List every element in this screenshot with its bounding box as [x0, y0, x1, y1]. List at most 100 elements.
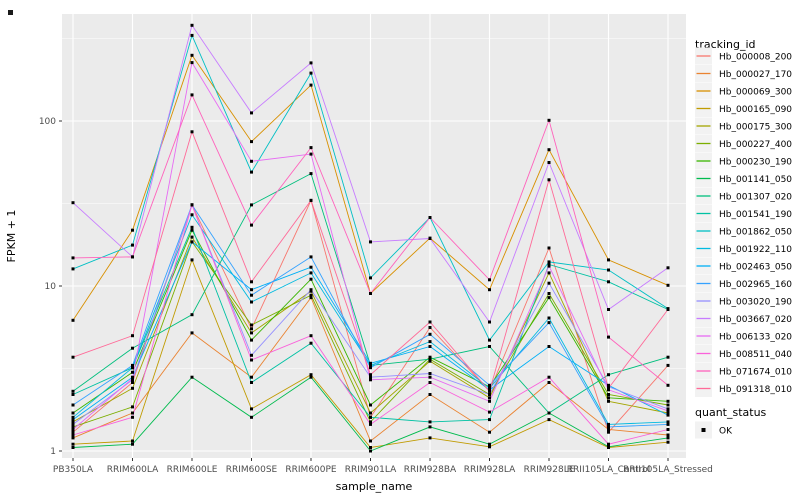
data-point-Hb_000230_190: [666, 399, 670, 403]
data-point-Hb_091318_010: [190, 130, 194, 134]
legend-item-Hb_000175_300: Hb_000175_300: [695, 117, 792, 135]
data-point-Hb_000069_300: [547, 148, 551, 152]
data-point-Hb_000175_300: [369, 411, 372, 415]
data-point-Hb_008511_040: [428, 381, 432, 384]
data-point-Hb_001541_190: [71, 393, 75, 396]
data-point-Hb_000175_300: [666, 411, 670, 415]
data-point-Hb_071674_010: [488, 278, 491, 282]
data-point-Hb_091318_010: [250, 280, 253, 284]
data-point-Hb_001141_050: [666, 436, 670, 440]
data-point-Hb_001307_020: [309, 172, 313, 176]
data-point-Hb_000165_090: [190, 258, 194, 262]
data-point-Hb_071674_010: [369, 292, 372, 295]
data-point-Hb_091318_010: [71, 355, 75, 359]
x-tick-label: RRII105LA_Control: [567, 465, 650, 475]
data-point-Hb_001862_050: [488, 338, 491, 342]
data-point-Hb_000027_170: [190, 331, 194, 335]
legend-item-Hb_008511_040: Hb_008511_040: [695, 345, 792, 362]
data-point-Hb_000230_190: [428, 355, 432, 359]
data-point-Hb_000008_200: [428, 326, 432, 329]
data-point-Hb_071674_010: [131, 255, 134, 259]
data-point-Hb_002463_050: [71, 418, 75, 422]
data-point-Hb_002965_160: [309, 255, 313, 259]
data-point-Hb_071674_010: [190, 93, 194, 97]
data-point-Hb_006133_020: [309, 152, 313, 156]
data-point-Hb_001141_050: [309, 375, 313, 379]
data-point-Hb_000165_090: [131, 439, 134, 443]
data-point-Hb_000227_400: [666, 403, 670, 407]
data-point-Hb_001922_110: [190, 213, 194, 217]
legend-item-label: Hb_001141_050: [719, 175, 792, 185]
y-tick-label: 10: [45, 282, 57, 292]
data-point-Hb_002463_050: [250, 288, 253, 292]
data-point-Hb_008511_040: [607, 442, 610, 446]
legend-item-label: Hb_000008_200: [719, 53, 792, 63]
x-tick-label: PB350LA: [53, 465, 94, 475]
data-point-Hb_008511_040: [250, 358, 253, 362]
data-point-Hb_001541_190: [309, 341, 313, 345]
data-point-Hb_002965_160: [428, 332, 432, 336]
data-point-Hb_091318_010: [428, 320, 432, 324]
data-point-Hb_001922_110: [607, 422, 610, 426]
data-point-Hb_002965_160: [71, 403, 75, 407]
legend-item-Hb_071674_010: Hb_071674_010: [695, 362, 792, 380]
data-point-Hb_000230_190: [309, 277, 313, 281]
data-point-Hb_001922_110: [547, 316, 551, 320]
data-point-Hb_000227_400: [309, 293, 313, 297]
legend-item-label: Hb_001862_050: [719, 228, 792, 238]
data-point-Hb_006133_020: [71, 428, 75, 431]
data-point-Hb_000069_300: [488, 288, 491, 292]
data-point-Hb_001141_050: [488, 442, 491, 446]
data-point-Hb_002965_160: [607, 425, 610, 429]
data-point-Hb_000227_400: [547, 292, 551, 295]
data-point-Hb_071674_010: [607, 335, 610, 339]
data-point-Hb_091318_010: [607, 386, 610, 390]
legend-item-Hb_006133_020: Hb_006133_020: [695, 327, 792, 345]
legend-item-label: Hb_000230_190: [719, 158, 792, 168]
data-point-Hb_003020_190: [369, 375, 372, 379]
data-point-Hb_000175_300: [131, 386, 134, 390]
legend-item-Hb_001922_110: Hb_001922_110: [695, 240, 792, 257]
data-point-Hb_008511_040: [190, 203, 194, 207]
legend-item-label: Hb_001307_020: [719, 193, 792, 203]
data-point-Hb_001141_050: [607, 445, 610, 449]
legend-item-Hb_003020_190: Hb_003020_190: [695, 292, 792, 310]
data-point-Hb_001922_110: [666, 420, 670, 424]
legend-item-label: Hb_000165_090: [719, 105, 792, 115]
legend-item-Hb_000230_190: Hb_000230_190: [695, 152, 792, 170]
legend-item-label: Hb_003020_190: [719, 298, 792, 308]
legend-item-Hb_091318_010: Hb_091318_010: [695, 380, 792, 397]
legend-item-Hb_002463_050: Hb_002463_050: [695, 257, 792, 275]
data-point-Hb_001307_020: [666, 355, 670, 359]
data-point-Hb_000227_400: [131, 405, 134, 409]
data-point-Hb_001307_020: [607, 373, 610, 377]
data-point-Hb_000230_190: [131, 370, 134, 374]
data-point-Hb_001862_050: [250, 170, 253, 174]
legend-item-label: Hb_000027_170: [719, 70, 792, 80]
data-point-Hb_003667_020: [666, 266, 670, 270]
data-point-Hb_000027_170: [131, 411, 134, 415]
data-point-Hb_000008_200: [250, 327, 253, 331]
data-point-Hb_008511_040: [666, 428, 670, 431]
data-point-Hb_000069_300: [666, 283, 670, 287]
data-point-Hb_001541_190: [250, 381, 253, 384]
data-point-Hb_003667_020: [369, 240, 372, 244]
data-point-Hb_000027_170: [428, 393, 432, 396]
data-point-Hb_002463_050: [190, 240, 194, 244]
data-point-Hb_003667_020: [309, 61, 313, 65]
data-point-Hb_006133_020: [428, 375, 432, 379]
corner-artifact-mark: [8, 10, 13, 15]
data-point-Hb_001541_190: [190, 225, 194, 229]
data-point-Hb_000230_190: [547, 296, 551, 300]
legend-item-label: Hb_001922_110: [719, 245, 792, 255]
legend-items: Hb_000008_200 Hb_000027_170 Hb_000069_300 H…: [695, 47, 792, 397]
legend-item-Hb_002965_160: Hb_002965_160: [695, 275, 792, 292]
data-point-Hb_091318_010: [369, 373, 372, 377]
data-point-Hb_006133_020: [131, 377, 134, 380]
data-point-Hb_071674_010: [428, 216, 432, 219]
data-point-Hb_003667_020: [250, 111, 253, 115]
data-point-Hb_001922_110: [428, 340, 432, 344]
data-point-Hb_003020_190: [309, 288, 313, 292]
data-point-Hb_001862_050: [369, 276, 372, 280]
data-point-Hb_000027_170: [309, 296, 313, 300]
